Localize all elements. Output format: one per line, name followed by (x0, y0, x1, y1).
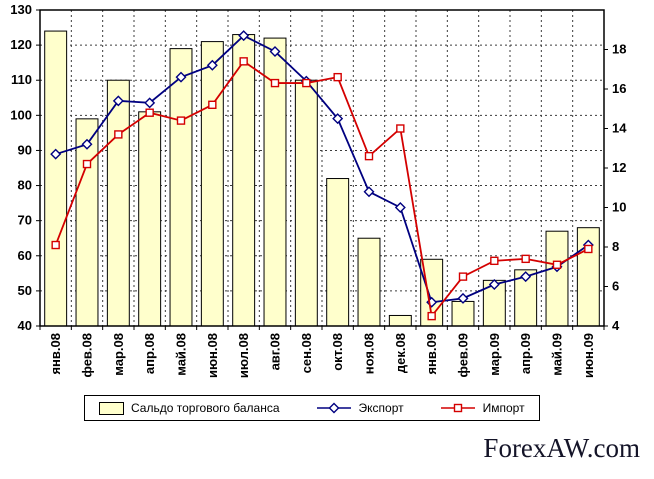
x-axis-label: апр.09 (518, 333, 533, 374)
import-marker (114, 130, 123, 139)
export-marker (488, 279, 500, 291)
import-marker (51, 240, 60, 250)
export-line (55, 34, 589, 304)
chart-legend: Сальдо торгового баланса Экспорт Импорт (84, 395, 540, 421)
x-axis-label: авг.08 (268, 333, 283, 370)
balance-bar (106, 79, 130, 327)
right-axis-label: 6 (612, 279, 619, 294)
balance-swatch-icon (99, 401, 124, 415)
right-axis-label: 10 (612, 200, 626, 215)
balance-bar (545, 230, 569, 327)
export-marker (144, 97, 156, 109)
import-marker (584, 244, 593, 254)
balance-bar (232, 34, 256, 327)
x-axis-label: фев.08 (80, 333, 95, 378)
import-line (54, 60, 589, 319)
x-axis-label: фев.09 (456, 333, 471, 378)
balance-bar (388, 314, 412, 327)
legend-balance-label: Сальдо торгового баланса (131, 401, 280, 415)
export-marker (269, 45, 281, 57)
left-axis-label: 130 (10, 2, 32, 17)
import-marker (302, 78, 311, 88)
import-marker (458, 272, 468, 281)
legend-import-label: Импорт (482, 401, 525, 415)
import-marker (396, 124, 405, 133)
x-axis-label: дек.08 (393, 333, 408, 373)
right-axis-label: 18 (612, 42, 626, 57)
export-marker (363, 186, 375, 198)
x-axis-label: сен.08 (299, 333, 314, 373)
import-line-icon (440, 403, 475, 413)
x-axis-label: янв.08 (48, 333, 63, 375)
left-axis-label: 60 (18, 248, 32, 263)
x-axis-label: июн.08 (205, 333, 220, 378)
export-marker (394, 202, 406, 213)
balance-bar (44, 30, 68, 327)
balance-bar (451, 300, 475, 327)
legend-export-label: Экспорт (358, 401, 404, 415)
import-marker (208, 100, 217, 110)
export-marker (332, 113, 344, 125)
x-axis-label: ноя.08 (362, 333, 377, 374)
left-axis-label: 80 (18, 178, 32, 193)
left-axis-label: 50 (18, 283, 32, 298)
export-marker (457, 292, 469, 304)
legend-item-import: Импорт (440, 401, 525, 415)
import-marker (552, 260, 562, 269)
export-line-icon (316, 402, 351, 414)
import-sample-square (453, 403, 462, 413)
x-axis-label: май.08 (174, 333, 189, 376)
balance-bar (169, 48, 193, 327)
left-axis-label: 90 (18, 142, 32, 157)
export-marker (238, 30, 250, 42)
import-marker (490, 256, 499, 266)
watermark-text: ForexAW.com (483, 433, 640, 463)
import-marker (270, 78, 280, 88)
right-axis-label: 4 (612, 318, 620, 333)
balance-bar (357, 237, 381, 327)
legend-item-balance: Сальдо торгового баланса (99, 401, 280, 415)
import-marker (239, 57, 248, 66)
right-axis-label: 12 (612, 160, 626, 175)
export-marker (50, 148, 62, 160)
import-marker (176, 116, 186, 125)
right-axis-label: 16 (612, 81, 626, 96)
import-marker (145, 108, 154, 117)
left-axis-label: 100 (10, 107, 32, 122)
import-marker (82, 159, 92, 169)
left-axis-label: 40 (18, 318, 32, 333)
legend-item-export: Экспорт (316, 401, 404, 415)
export-sample-diamond (328, 402, 340, 414)
import-marker (364, 151, 374, 161)
balance-bar (138, 111, 162, 327)
export-marker (206, 59, 218, 71)
balance-bar (75, 118, 99, 327)
right-axis-label: 8 (612, 239, 619, 254)
import-marker (427, 311, 436, 321)
export-marker (81, 138, 93, 150)
x-axis-label: янв.09 (424, 333, 439, 375)
export-marker (175, 71, 187, 83)
x-axis-label: июл.08 (236, 333, 251, 378)
x-axis-label: апр.08 (142, 333, 157, 374)
x-axis-label: июн.09 (581, 333, 596, 378)
x-axis-label: мар.09 (487, 333, 502, 376)
left-axis-label: 110 (11, 72, 32, 87)
import-marker (521, 254, 530, 264)
x-axis-label: май.09 (550, 333, 565, 376)
left-axis-label: 70 (18, 213, 32, 228)
x-axis-label: окт.08 (330, 333, 345, 371)
export-marker (520, 271, 532, 283)
balance-bar (200, 41, 224, 327)
x-axis-label: мар.08 (111, 333, 126, 376)
left-axis-label: 120 (10, 37, 32, 52)
balance-bar (294, 79, 318, 327)
balance-bar (326, 178, 350, 327)
right-axis-label: 14 (612, 121, 627, 136)
import-marker (333, 72, 342, 82)
export-marker (112, 95, 124, 107)
